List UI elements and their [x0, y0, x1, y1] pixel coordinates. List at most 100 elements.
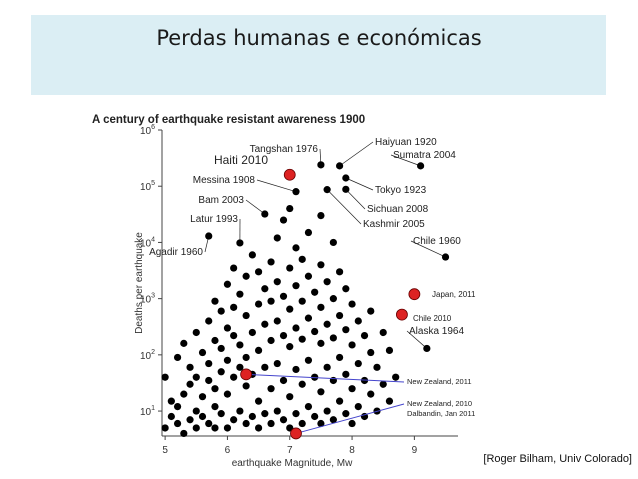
data-point — [223, 356, 232, 364]
data-point — [217, 307, 225, 315]
labeled-data-point — [342, 174, 350, 182]
highlighted-event-label: Dalbandin, Jan 2011 — [407, 409, 475, 418]
data-point — [304, 403, 313, 411]
labeled-data-point — [323, 186, 331, 194]
image-credit: [Roger Bilham, Univ Colorado] — [483, 453, 632, 465]
data-point — [348, 385, 356, 393]
event-leader-line — [326, 189, 362, 225]
data-point — [267, 336, 275, 345]
highlighted-data-point — [290, 427, 302, 440]
y-tick-exponent: 1 — [151, 405, 155, 412]
data-point — [211, 297, 219, 305]
data-point — [273, 278, 281, 286]
labeled-data-point — [261, 210, 269, 218]
data-point — [161, 424, 169, 432]
data-point — [192, 328, 200, 337]
data-point — [348, 300, 356, 308]
data-point — [342, 370, 350, 378]
highlighted-data-point — [396, 308, 408, 321]
data-point — [323, 278, 331, 286]
data-point — [198, 348, 207, 357]
data-point — [230, 303, 238, 311]
x-tick-label: 8 — [349, 445, 355, 456]
data-point — [317, 261, 325, 269]
data-point — [317, 419, 325, 428]
data-point — [323, 320, 331, 328]
data-point — [173, 403, 182, 411]
data-point — [354, 359, 362, 368]
data-point — [317, 339, 325, 347]
data-point — [223, 280, 232, 288]
chart-title: A century of earthquake resistant awaren… — [92, 114, 365, 126]
event-label: Messina 1908 — [193, 175, 256, 186]
labeled-data-point — [441, 253, 450, 261]
labeled-data-point — [205, 232, 213, 240]
data-point — [273, 407, 281, 415]
data-point — [198, 393, 207, 401]
event-leader-line — [345, 189, 366, 210]
data-point — [279, 416, 288, 424]
data-point — [186, 363, 194, 371]
data-point — [342, 410, 350, 418]
data-point — [236, 363, 244, 371]
data-point — [267, 385, 275, 393]
data-point — [279, 331, 288, 340]
data-point — [311, 288, 319, 296]
y-tick-exponent: 4 — [151, 236, 155, 243]
data-point — [298, 419, 306, 428]
data-point — [298, 297, 306, 305]
data-point — [167, 397, 175, 405]
highlighted-event-label: New Zealand, 2011 — [407, 377, 472, 386]
data-point — [329, 334, 337, 342]
data-point — [248, 412, 256, 421]
data-point — [198, 412, 207, 421]
highlighted-data-point — [283, 168, 296, 181]
data-point — [323, 407, 331, 415]
event-label: Sumatra 2004 — [393, 150, 456, 161]
data-point — [180, 429, 188, 438]
data-point — [217, 368, 225, 376]
data-point — [254, 300, 263, 308]
x-axis-title: earthquake Magnitude, Mw — [232, 458, 353, 469]
data-point — [323, 363, 331, 371]
data-point — [342, 285, 350, 293]
data-point — [329, 238, 337, 247]
y-tick-label: 106 — [140, 124, 155, 137]
slide-title: Perdas humanas e económicas — [156, 26, 482, 50]
event-label: Chile 1960 — [413, 236, 461, 247]
event-label: Tangshan 1976 — [250, 144, 319, 155]
data-point — [230, 373, 238, 381]
data-point — [248, 328, 256, 337]
data-point — [180, 390, 188, 398]
data-point — [230, 416, 238, 424]
y-tick-exponent: 3 — [151, 293, 155, 300]
data-point — [173, 419, 182, 428]
labeled-data-point — [423, 344, 431, 353]
data-point — [286, 343, 294, 351]
data-point — [242, 353, 250, 362]
data-point — [161, 373, 169, 381]
data-point — [254, 424, 263, 432]
data-point — [236, 290, 244, 298]
data-point — [360, 331, 369, 340]
data-point — [292, 282, 300, 290]
y-tick-label: 103 — [140, 293, 155, 306]
event-label: Tokyo 1923 — [375, 185, 427, 196]
x-tick-label: 7 — [287, 445, 293, 456]
data-point — [298, 335, 306, 343]
event-leader-line — [339, 141, 374, 167]
data-point — [279, 216, 288, 224]
data-point — [273, 359, 281, 368]
event-label: Alaska 1964 — [409, 326, 464, 337]
data-point — [230, 331, 238, 340]
highlight-leader-line — [246, 373, 405, 383]
data-point — [304, 272, 313, 280]
y-tick-exponent: 2 — [151, 349, 155, 356]
data-point — [192, 373, 200, 381]
event-label: Haiyuan 1920 — [375, 137, 437, 148]
event-leader-line — [345, 177, 374, 191]
event-leader-line — [390, 154, 421, 167]
x-tick-label: 5 — [162, 445, 168, 456]
highlighted-event-label: Haiti 2010 — [214, 153, 268, 167]
